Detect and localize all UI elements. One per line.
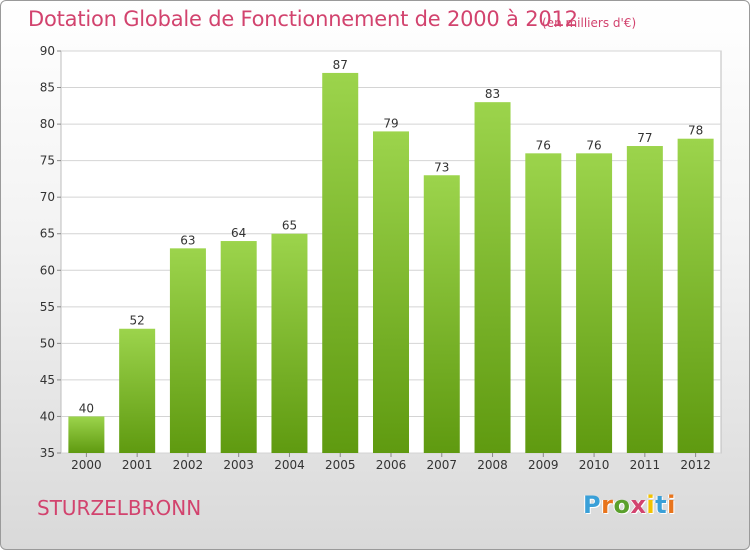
x-tick-label: 2007 xyxy=(426,458,457,472)
value-label-2003: 64 xyxy=(231,226,246,240)
value-label-2000: 40 xyxy=(79,401,94,415)
x-tick-label: 2011 xyxy=(630,458,661,472)
value-label-2011: 77 xyxy=(637,131,652,145)
bars: 40 52 63 64 65 87 79 73 83 76 76 77 78 xyxy=(68,58,714,453)
bar-2012 xyxy=(677,138,714,453)
x-tick-label: 2005 xyxy=(325,458,356,472)
value-label-2012: 78 xyxy=(688,124,703,138)
bar-2009 xyxy=(525,153,562,453)
y-tick-label: 45 xyxy=(40,373,55,387)
value-label-2010: 76 xyxy=(586,138,601,152)
x-tick-label: 2009 xyxy=(528,458,559,472)
value-label-2007: 73 xyxy=(434,160,449,174)
logo-letter: r xyxy=(601,491,614,519)
y-tick-label: 60 xyxy=(40,263,55,277)
value-label-2004: 65 xyxy=(282,219,297,233)
bar-2003 xyxy=(220,241,257,453)
bar-2000 xyxy=(68,416,105,453)
bar-2010 xyxy=(576,153,613,453)
value-label-2006: 79 xyxy=(383,116,398,130)
bar-2001 xyxy=(119,328,156,453)
chart-unit: (en milliers d'€) xyxy=(542,16,637,30)
logo-letter: o xyxy=(613,491,631,519)
y-tick-label: 40 xyxy=(40,409,55,423)
y-tick-label: 75 xyxy=(40,154,55,168)
bar-2008 xyxy=(474,102,511,453)
value-label-2005: 87 xyxy=(333,58,348,72)
x-tick-label: 2001 xyxy=(122,458,153,472)
value-label-2002: 63 xyxy=(180,233,195,247)
y-tick-label: 90 xyxy=(40,44,55,58)
x-tick-label: 2004 xyxy=(274,458,305,472)
value-label-2008: 83 xyxy=(485,87,500,101)
x-tick-label: 2003 xyxy=(223,458,254,472)
bar-2005 xyxy=(322,72,359,453)
bar-2007 xyxy=(423,175,460,453)
x-axis: 2000 2001 2002 2003 2004 2005 2006 2007 2008 2009… xyxy=(71,453,711,472)
logo-letter: P xyxy=(583,491,602,519)
x-tick-label: 2008 xyxy=(477,458,508,472)
chart-title: Dotation Globale de Fonctionnement de 20… xyxy=(28,7,578,31)
y-tick-label: 50 xyxy=(40,336,55,350)
y-tick-label: 85 xyxy=(40,81,55,95)
y-tick-label: 65 xyxy=(40,227,55,241)
bar-2011 xyxy=(626,146,663,453)
bar-2002 xyxy=(169,248,206,453)
x-tick-label: 2012 xyxy=(680,458,711,472)
y-tick-label: 55 xyxy=(40,300,55,314)
y-tick-label: 70 xyxy=(40,190,55,204)
y-tick-label: 35 xyxy=(40,446,55,460)
logo-letter: i xyxy=(667,491,676,519)
value-label-2009: 76 xyxy=(536,138,551,152)
proxiti-logo: Proxiti xyxy=(583,491,676,519)
bar-2006 xyxy=(373,131,409,453)
x-tick-label: 2010 xyxy=(579,458,610,472)
y-tick-label: 80 xyxy=(40,117,55,131)
value-label-2001: 52 xyxy=(130,314,145,328)
bar-2004 xyxy=(271,233,308,453)
logo-letter: i xyxy=(646,491,656,519)
y-axis: 35 40 45 50 55 60 65 70 75 80 85 90 xyxy=(40,44,61,460)
logo-letter: x xyxy=(630,491,647,519)
logo-letter: t xyxy=(655,491,668,519)
commune-name: STURZELBRONN xyxy=(37,496,202,520)
x-tick-label: 2000 xyxy=(71,458,102,472)
x-tick-label: 2006 xyxy=(376,458,407,472)
x-tick-label: 2002 xyxy=(173,458,204,472)
